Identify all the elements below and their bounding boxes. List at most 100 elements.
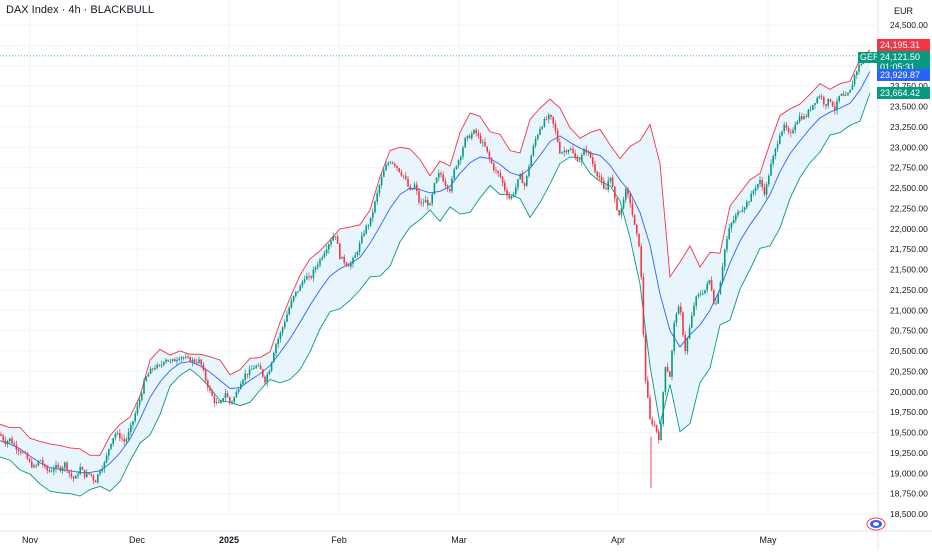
candle-up bbox=[387, 163, 389, 165]
candle-up bbox=[765, 184, 768, 195]
candle-up bbox=[312, 269, 315, 278]
candle-up bbox=[717, 294, 719, 304]
candle-down bbox=[81, 467, 84, 470]
candle-up bbox=[323, 253, 326, 258]
candle-down bbox=[416, 184, 418, 191]
candle-up bbox=[110, 443, 112, 450]
currency-label[interactable]: EUR bbox=[894, 6, 914, 16]
candle-up bbox=[380, 176, 383, 186]
candle-down bbox=[339, 243, 341, 259]
candle-up bbox=[141, 393, 143, 400]
candle-up bbox=[748, 201, 750, 203]
candle-up bbox=[530, 155, 532, 167]
lower-band-line bbox=[0, 92, 871, 497]
candle-up bbox=[127, 432, 130, 440]
candle-up bbox=[369, 217, 372, 226]
candle-down bbox=[391, 162, 394, 164]
x-tick-label: Apr bbox=[611, 535, 625, 545]
candle-up bbox=[75, 475, 77, 479]
candle-up bbox=[746, 201, 748, 208]
candle-up bbox=[6, 441, 9, 445]
candle-down bbox=[449, 188, 451, 192]
candle-down bbox=[28, 459, 31, 462]
candle-up bbox=[686, 338, 689, 352]
candle-down bbox=[402, 175, 405, 177]
candle-down bbox=[631, 203, 634, 215]
candle-up bbox=[853, 74, 856, 85]
candle-up bbox=[178, 358, 180, 361]
candle-up bbox=[466, 135, 469, 138]
candle-up bbox=[268, 370, 271, 375]
candle-down bbox=[174, 359, 176, 362]
candle-up bbox=[433, 183, 436, 195]
candle-up bbox=[325, 249, 328, 254]
candle-up bbox=[534, 138, 537, 146]
candle-up bbox=[625, 189, 627, 200]
candle-down bbox=[521, 173, 524, 184]
candle-up bbox=[818, 96, 821, 98]
candle-up bbox=[858, 65, 860, 72]
candle-down bbox=[347, 264, 350, 267]
candle-up bbox=[319, 259, 321, 265]
band-fill bbox=[0, 49, 870, 497]
candle-down bbox=[88, 473, 90, 474]
candle-down bbox=[57, 464, 59, 468]
y-tick-label: 21,500.00 bbox=[890, 265, 928, 275]
candle-down bbox=[684, 335, 686, 352]
candle-up bbox=[277, 339, 279, 345]
candle-up bbox=[160, 364, 163, 366]
candle-up bbox=[673, 322, 675, 351]
candle-down bbox=[204, 370, 207, 381]
candle-up bbox=[330, 240, 332, 245]
candle-up bbox=[455, 165, 458, 170]
candle-up bbox=[253, 367, 255, 369]
candle-up bbox=[79, 467, 81, 475]
candle-up bbox=[22, 452, 24, 454]
y-tick-label: 21,250.00 bbox=[890, 285, 928, 295]
candle-down bbox=[121, 438, 123, 440]
candle-down bbox=[394, 163, 396, 166]
candle-down bbox=[554, 123, 557, 131]
candle-down bbox=[479, 135, 482, 143]
candle-down bbox=[405, 176, 407, 179]
candle-down bbox=[310, 276, 312, 278]
candle-up bbox=[354, 255, 356, 258]
candle-down bbox=[488, 151, 491, 159]
y-tick-label: 23,750.00 bbox=[890, 81, 928, 91]
candle-up bbox=[350, 263, 352, 267]
candle-down bbox=[189, 357, 191, 363]
candle-up bbox=[220, 400, 222, 404]
y-tick-label: 19,750.00 bbox=[890, 407, 928, 417]
candle-up bbox=[457, 160, 460, 166]
candle-down bbox=[334, 236, 337, 238]
candle-up bbox=[64, 462, 66, 468]
candle-up bbox=[757, 184, 759, 189]
candle-up bbox=[303, 279, 306, 282]
candle-down bbox=[616, 198, 618, 211]
candle-up bbox=[429, 203, 431, 206]
y-tick-label: 19,000.00 bbox=[890, 468, 928, 478]
candle-up bbox=[125, 439, 128, 442]
candle-down bbox=[499, 173, 502, 177]
candle-up bbox=[704, 289, 706, 294]
candle-down bbox=[589, 151, 592, 158]
candle-up bbox=[358, 243, 361, 253]
candle-up bbox=[198, 359, 200, 363]
candle-down bbox=[493, 163, 495, 171]
candle-down bbox=[611, 177, 614, 187]
bar-countdown: 01:05:31 bbox=[880, 62, 916, 72]
candle-down bbox=[24, 452, 26, 454]
candle-up bbox=[61, 467, 64, 472]
candle-down bbox=[834, 106, 836, 111]
tradingview-logo-icon[interactable] bbox=[866, 517, 886, 531]
candle-down bbox=[576, 157, 579, 162]
candle-down bbox=[763, 186, 766, 195]
candle-down bbox=[805, 116, 807, 118]
candle-up bbox=[768, 175, 770, 185]
candle-down bbox=[644, 334, 647, 381]
candle-down bbox=[20, 451, 22, 453]
candle-down bbox=[152, 368, 154, 370]
candle-up bbox=[411, 188, 414, 190]
